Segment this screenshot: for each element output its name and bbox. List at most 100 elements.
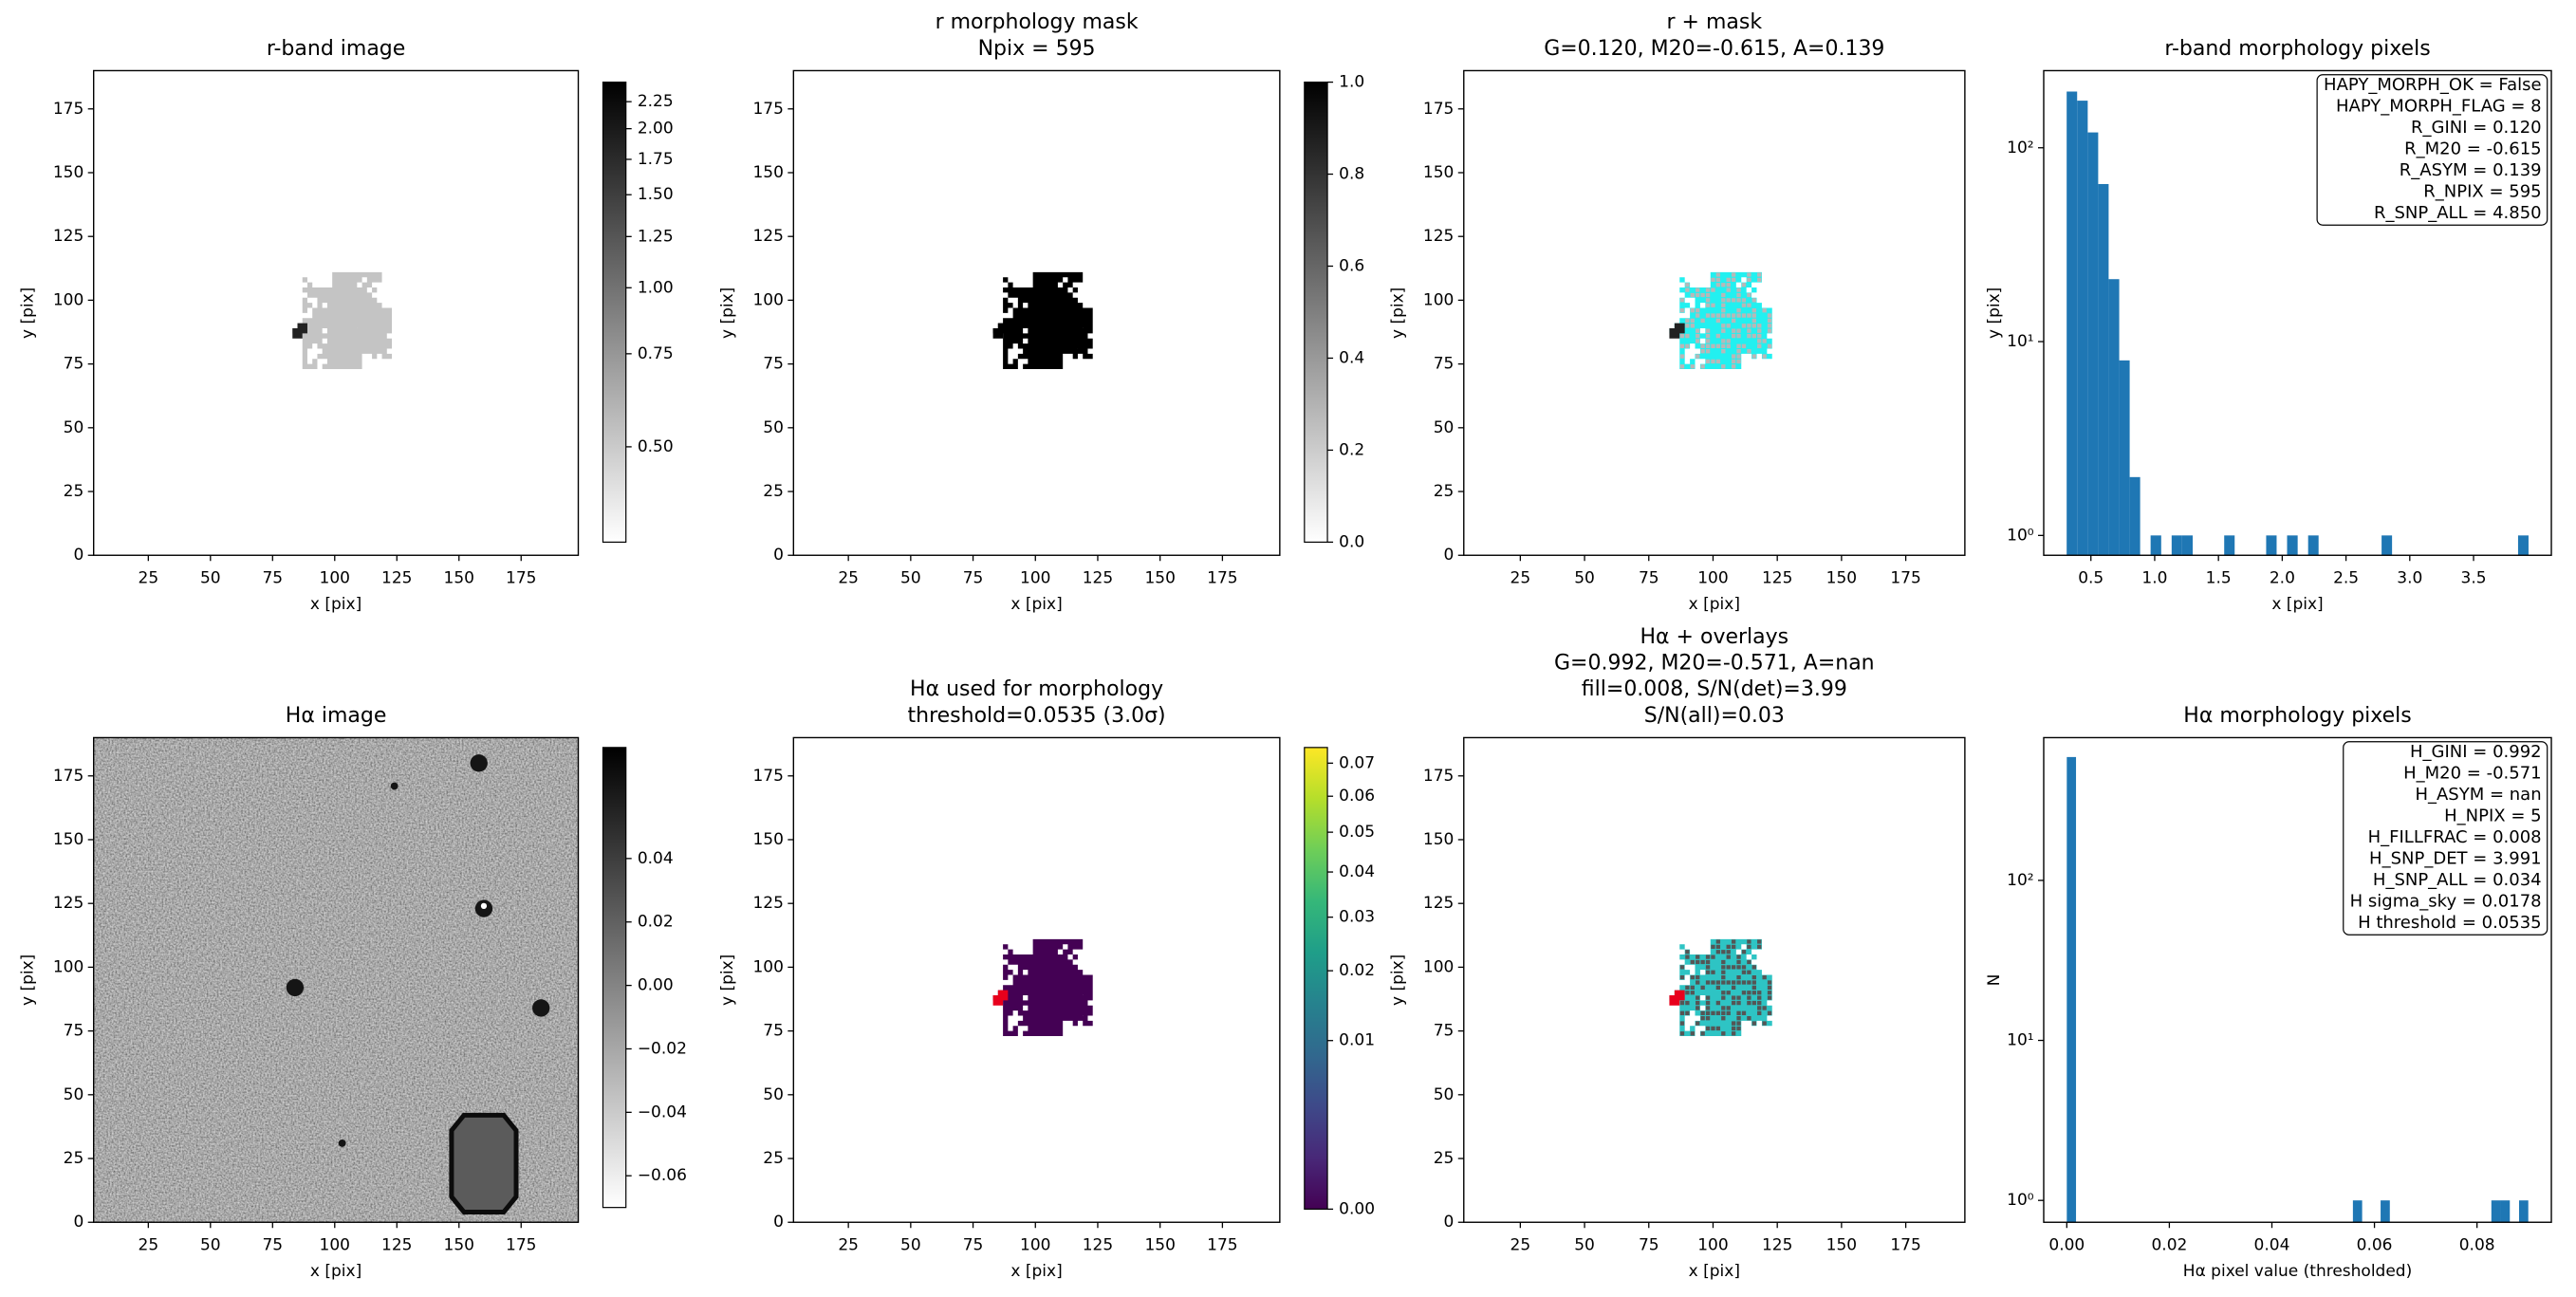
x-axis-label: x [pix]	[1010, 595, 1062, 614]
histogram-bar	[2491, 1200, 2501, 1223]
x-tick-label: 2.5	[2333, 568, 2359, 587]
panel-title: Npix = 595	[978, 37, 1096, 61]
x-axis-label: x [pix]	[2271, 595, 2323, 614]
dark-source	[338, 1139, 346, 1147]
stats-line: R_M20 = -0.615	[2404, 139, 2542, 159]
x-tick-label: 100	[1697, 568, 1728, 587]
x-tick-label: 75	[1639, 1235, 1659, 1254]
panel-title: Hα image	[286, 704, 387, 728]
x-axis-label: x [pix]	[310, 595, 361, 614]
x-tick-label: 50	[200, 1235, 221, 1254]
y-tick-label: 10¹	[2007, 1031, 2033, 1050]
histogram-bar	[2066, 756, 2077, 1223]
x-tick-label: 25	[139, 568, 159, 587]
panel-title: Hα used for morphology	[910, 677, 1163, 701]
x-tick-label: 3.5	[2461, 568, 2487, 587]
stats-line: H_NPIX = 5	[2444, 806, 2541, 826]
x-tick-label: 125	[1083, 568, 1113, 587]
x-tick-label: 25	[1510, 568, 1531, 587]
histogram-bar	[2518, 1200, 2529, 1223]
y-tick-label: 75	[763, 355, 784, 374]
y-tick-label: 25	[1434, 1149, 1455, 1168]
histogram-bar	[2098, 183, 2109, 556]
colorbar-tick-label: 0.05	[1339, 823, 1375, 842]
y-tick-label: 100	[752, 957, 783, 976]
colorbar-tick-label: 1.50	[638, 185, 674, 204]
x-tick-label: 150	[444, 568, 474, 587]
axes-frame	[1463, 69, 1966, 556]
axes-frame	[92, 736, 580, 1223]
bright-source	[480, 902, 488, 910]
y-tick-label: 50	[64, 418, 84, 437]
x-tick-label: 125	[381, 568, 412, 587]
stats-line: H_SNP_ALL = 0.034	[2373, 870, 2542, 890]
y-tick-label: 125	[1423, 894, 1454, 913]
x-tick-label: 25	[139, 1235, 159, 1254]
y-tick-label: 150	[53, 163, 83, 182]
stats-line: H_M20 = -0.571	[2403, 764, 2542, 784]
y-tick-label: 25	[1434, 482, 1455, 501]
stats-line: R_ASYM = 0.139	[2400, 160, 2542, 180]
y-tick-label: 125	[53, 894, 83, 913]
source-spot	[992, 990, 1009, 1006]
x-tick-label: 50	[900, 1235, 921, 1254]
y-tick-label: 0	[73, 546, 83, 565]
colorbar	[602, 747, 627, 1209]
x-axis-label: x [pix]	[1689, 595, 1740, 614]
y-tick-label: 0	[1444, 546, 1455, 565]
stats-line: R_GINI = 0.120	[2411, 118, 2542, 138]
stats-line: HAPY_MORPH_FLAG = 8	[2336, 97, 2542, 117]
histogram-bar	[2150, 535, 2161, 556]
colorbar	[1304, 81, 1328, 543]
x-tick-label: 100	[1020, 1235, 1050, 1254]
colorbar-tick-label: 0.04	[1339, 862, 1375, 881]
histogram-bar	[2500, 1200, 2511, 1223]
colorbar-tick-label: 0.02	[1339, 961, 1375, 980]
y-axis-label: y [pix]	[1985, 287, 2004, 339]
x-axis-label: x [pix]	[1689, 1262, 1740, 1281]
colorbar-tick-label: 1.75	[638, 150, 674, 169]
y-tick-label: 75	[64, 1022, 84, 1041]
y-tick-label: 25	[64, 482, 84, 501]
y-tick-label: 75	[64, 355, 84, 374]
histogram-bar	[2224, 535, 2235, 556]
x-tick-label: 150	[1826, 568, 1857, 587]
y-tick-label: 125	[752, 227, 783, 246]
histogram-bar	[2517, 535, 2529, 556]
y-tick-label: 175	[752, 100, 783, 119]
x-tick-label: 175	[1890, 1235, 1920, 1254]
colorbar-tick-label: 0.00	[1339, 1199, 1375, 1218]
y-tick-label: 50	[763, 418, 784, 437]
x-tick-label: 1.0	[2141, 568, 2167, 587]
y-axis-label: y [pix]	[1389, 954, 1408, 1006]
x-tick-label: 150	[1144, 1235, 1175, 1254]
colorbar-tick-label: −0.06	[638, 1166, 687, 1185]
x-tick-label: 175	[506, 1235, 536, 1254]
histogram-bar	[2266, 535, 2277, 556]
colorbar-tick-label: 0.03	[1339, 908, 1375, 927]
x-tick-label: 50	[200, 568, 221, 587]
x-tick-label: 125	[1083, 1235, 1113, 1254]
y-tick-label: 175	[53, 767, 83, 786]
colorbar-tick-label: 0.06	[1339, 787, 1375, 806]
histogram-bar	[2381, 535, 2393, 556]
stats-line: H_GINI = 0.992	[2410, 742, 2542, 762]
stats-line: R_NPIX = 595	[2423, 182, 2541, 202]
stats-line: HAPY_MORPH_OK = False	[2324, 75, 2542, 95]
source-pixels	[992, 271, 1093, 369]
source-spot	[1669, 323, 1685, 339]
x-axis-label: Hα pixel value (thresholded)	[2183, 1262, 2412, 1281]
x-tick-label: 125	[1762, 568, 1792, 587]
x-tick-label: 175	[506, 568, 536, 587]
colorbar-tick-label: 0.2	[1339, 440, 1364, 459]
y-tick-label: 125	[752, 894, 783, 913]
y-axis-label: N	[1985, 973, 2004, 986]
y-axis-label: y [pix]	[718, 954, 737, 1006]
y-tick-label: 150	[1423, 830, 1454, 849]
x-tick-label: 75	[963, 568, 984, 587]
axes-frame	[792, 69, 1281, 556]
x-tick-label: 0.00	[2048, 1235, 2085, 1254]
